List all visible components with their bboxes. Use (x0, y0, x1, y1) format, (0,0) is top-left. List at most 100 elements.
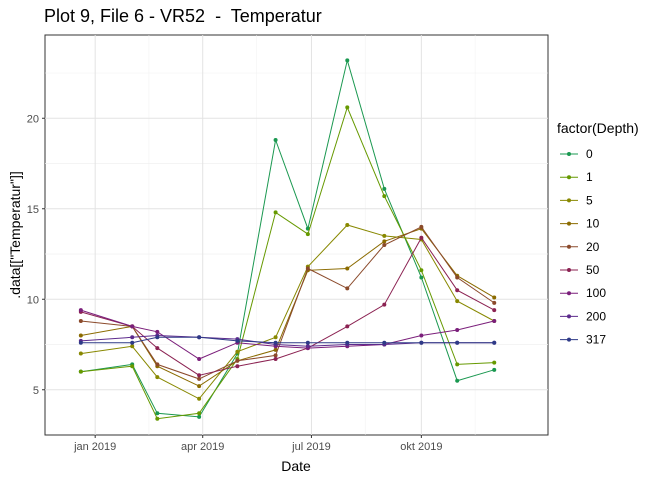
legend-key-point (567, 337, 571, 342)
data-point (345, 58, 350, 63)
data-point (492, 367, 497, 372)
series-50 (78, 235, 497, 378)
series-line-317 (80, 336, 495, 344)
y-tick-label: 20 (27, 113, 39, 125)
legend-label: 317 (586, 333, 606, 347)
data-point (78, 333, 83, 338)
data-point (235, 358, 240, 363)
data-point (197, 384, 202, 389)
data-point (130, 340, 135, 345)
chart-title: Plot 9, File 6 - VR52 - Temperatur (44, 6, 322, 26)
data-point (155, 346, 160, 351)
data-point (455, 362, 460, 367)
data-point (492, 318, 497, 323)
data-point (273, 356, 278, 361)
axis-ticks: 5 10 15 20 jan 2019 apr 2019 jul 2019 okt 2019 (27, 113, 443, 453)
x-tick-label: okt 2019 (400, 441, 442, 453)
data-point (78, 318, 83, 323)
legend-key-point (567, 198, 571, 203)
data-point (78, 308, 83, 313)
data-point (197, 396, 202, 401)
data-point (155, 375, 160, 380)
legend-label: 50 (586, 263, 600, 277)
series-line-5 (80, 224, 495, 400)
y-tick-label: 15 (27, 204, 39, 216)
legend-label: 10 (586, 217, 600, 231)
data-point (235, 349, 240, 354)
data-point (130, 335, 135, 340)
data-point (305, 340, 310, 345)
series-line-20 (80, 226, 495, 380)
data-point (197, 414, 202, 419)
y-tick-label: 10 (27, 294, 39, 306)
series-line-50 (80, 236, 495, 376)
data-point (382, 233, 387, 238)
data-point (382, 194, 387, 199)
data-point (382, 242, 387, 247)
legend-label: 20 (586, 240, 600, 254)
data-point (455, 288, 460, 293)
data-point (197, 335, 202, 340)
data-point (419, 224, 424, 229)
data-point (455, 378, 460, 383)
legend-item-1: 1 (560, 170, 593, 184)
data-point (155, 329, 160, 334)
data-point (305, 232, 310, 237)
data-point (492, 360, 497, 365)
data-point (130, 324, 135, 329)
data-point (419, 275, 424, 280)
data-point (78, 369, 83, 374)
series-317 (78, 335, 497, 345)
series-lines (78, 58, 497, 421)
data-point (78, 340, 83, 345)
legend-item-20: 20 (560, 240, 600, 254)
data-point (130, 344, 135, 349)
legend-label: 200 (586, 309, 606, 323)
data-point (197, 376, 202, 381)
data-point (345, 105, 350, 110)
data-point (130, 364, 135, 369)
series-line-100 (80, 309, 495, 360)
legend-item-10: 10 (560, 217, 600, 231)
data-point (155, 411, 160, 416)
data-point (273, 353, 278, 358)
legend-item-317: 317 (560, 333, 606, 347)
data-point (455, 275, 460, 280)
series-20 (78, 224, 497, 381)
x-axis-title: Date (281, 458, 311, 474)
data-point (382, 239, 387, 244)
data-point (273, 137, 278, 142)
data-point (273, 210, 278, 215)
data-point (345, 266, 350, 271)
legend-label: 1 (586, 170, 593, 184)
data-point (235, 338, 240, 343)
data-point (273, 335, 278, 340)
series-line-1 (80, 105, 495, 420)
legend-item-0: 0 (560, 147, 593, 161)
plot-panel (44, 34, 549, 436)
data-point (419, 333, 424, 338)
data-point (345, 340, 350, 345)
legend-label: 0 (586, 147, 593, 161)
data-point (78, 351, 83, 356)
legend-key-point (567, 291, 571, 296)
data-point (197, 411, 202, 416)
data-point (155, 362, 160, 367)
series-1 (78, 105, 497, 421)
data-point (492, 308, 497, 313)
data-point (492, 300, 497, 305)
series-line-10 (80, 228, 495, 387)
data-point (197, 356, 202, 361)
data-point (419, 340, 424, 345)
data-point (345, 223, 350, 228)
x-tick-label: jan 2019 (73, 441, 116, 453)
legend-item-50: 50 (560, 263, 600, 277)
data-point (382, 302, 387, 307)
data-point (273, 340, 278, 345)
legend-label: 100 (586, 286, 606, 300)
legend-key-point (567, 221, 571, 226)
data-point (235, 364, 240, 369)
data-point (382, 340, 387, 345)
data-point (345, 324, 350, 329)
